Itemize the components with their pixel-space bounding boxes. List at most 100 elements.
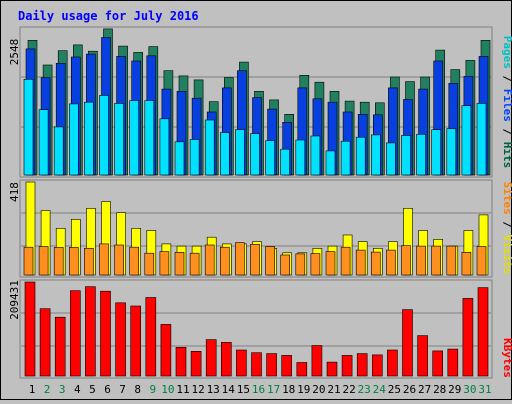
day-label: 2 [44,383,51,396]
bar-sites-day-25 [386,249,396,276]
legend-files: Files [501,89,512,122]
bar-sites-day-29 [446,245,457,276]
bar-kbytes-day-31 [477,287,489,377]
bar-sites-day-23 [355,249,366,276]
bar-kbytes-day-8 [130,305,141,377]
day-label: 12 [191,383,204,396]
day-label: 21 [327,383,340,396]
bar-pages-day-23 [355,136,366,176]
bar-sites-day-3 [53,247,64,276]
day-label: 31 [478,383,491,396]
bar-pages-day-11 [174,141,185,176]
pages-files-hits-panel: 2548 Pages / Files / Hits [8,26,512,178]
bar-sites-day-14 [220,246,230,276]
bar-kbytes-day-9 [145,297,157,377]
bar-kbytes-day-13 [205,339,217,377]
day-label: 23 [358,383,371,396]
bar-pages-day-14 [220,132,230,176]
y-max-label: 209431 [8,280,21,320]
bar-sites-day-8 [129,246,139,276]
bar-kbytes-day-28 [432,350,444,377]
bar-kbytes-day-15 [236,349,247,377]
bar-pages-day-31 [476,103,487,176]
bar-pages-day-24 [370,134,381,176]
bar-kbytes-day-2 [39,308,51,377]
legend-visits: Visits [501,235,512,275]
bar-kbytes-day-6 [100,290,111,377]
bar-pages-day-1 [23,79,34,176]
bar-sites-day-9 [144,252,155,276]
bar-sites-day-6 [99,243,109,276]
bar-kbytes-day-7 [115,302,126,377]
bar-kbytes-day-22 [341,355,353,377]
bar-pages-day-10 [159,118,170,176]
bar-pages-day-5 [84,101,94,176]
bar-sites-day-26 [401,245,411,276]
kbytes-panel: 209431 KBytes [8,279,512,379]
bar-kbytes-day-14 [221,341,232,377]
bar-kbytes-day-27 [417,335,428,377]
bar-kbytes-day-19 [296,362,308,377]
bar-kbytes-day-26 [402,309,413,377]
bar-kbytes-day-30 [462,298,474,377]
day-label: 18 [282,383,295,396]
bar-kbytes-day-11 [175,346,187,377]
bar-pages-day-28 [431,129,442,176]
day-label: 11 [176,383,189,396]
day-label: 4 [74,383,81,396]
bar-sites-day-17 [265,246,275,276]
bar-sites-day-24 [370,251,381,276]
day-label: 9 [149,383,156,396]
bar-kbytes-day-24 [371,354,383,377]
legend-pages: Pages [501,36,512,69]
bar-sites-day-13 [204,244,215,276]
legend-sep: / [501,215,512,235]
day-label: 16 [252,383,265,396]
day-label: 10 [161,383,174,396]
day-label: 6 [104,383,111,396]
bar-kbytes-day-4 [70,290,81,377]
legend-sep: / [501,69,512,89]
bar-sites-day-21 [325,251,336,276]
bar-sites-day-20 [310,253,321,276]
bar-pages-day-9 [144,100,155,176]
day-label: 5 [89,383,96,396]
bar-sites-day-30 [461,252,472,276]
bar-pages-day-25 [386,142,396,176]
bar-sites-day-18 [280,254,291,276]
bar-kbytes-day-1 [24,281,36,377]
bar-pages-day-20 [310,135,321,176]
bar-pages-day-29 [446,128,457,176]
day-label: 29 [448,383,461,396]
bar-kbytes-day-23 [356,353,368,377]
bar-kbytes-day-10 [160,324,172,377]
bar-sites-day-31 [476,246,487,276]
bar-sites-day-28 [431,245,442,276]
day-label: 20 [312,383,325,396]
bar-kbytes-day-21 [326,361,338,377]
bar-kbytes-day-3 [54,316,66,377]
sites-visits-panel: 418 Sites / Visits [8,179,512,278]
day-label: 22 [342,383,355,396]
day-label: 1 [29,383,36,396]
bar-sites-day-2 [38,246,49,276]
bar-sites-day-12 [189,252,200,276]
bar-kbytes-day-29 [447,348,459,377]
bar-pages-day-30 [461,105,472,176]
legend: Pages / Files / Hits [501,36,512,169]
bar-kbytes-day-20 [311,345,323,377]
bar-kbytes-day-16 [251,352,262,377]
bar-pages-day-13 [204,119,215,176]
bar-sites-day-1 [23,246,34,276]
bar-kbytes-day-17 [266,353,277,377]
day-label: 26 [403,383,416,396]
day-label: 28 [433,383,446,396]
legend-sep: / [501,122,512,142]
day-label: 19 [297,383,310,396]
bar-pages-day-7 [114,103,124,176]
day-label: 15 [237,383,250,396]
bar-pages-day-18 [280,148,291,176]
bar-sites-day-5 [84,248,94,276]
bar-pages-day-17 [265,140,275,176]
